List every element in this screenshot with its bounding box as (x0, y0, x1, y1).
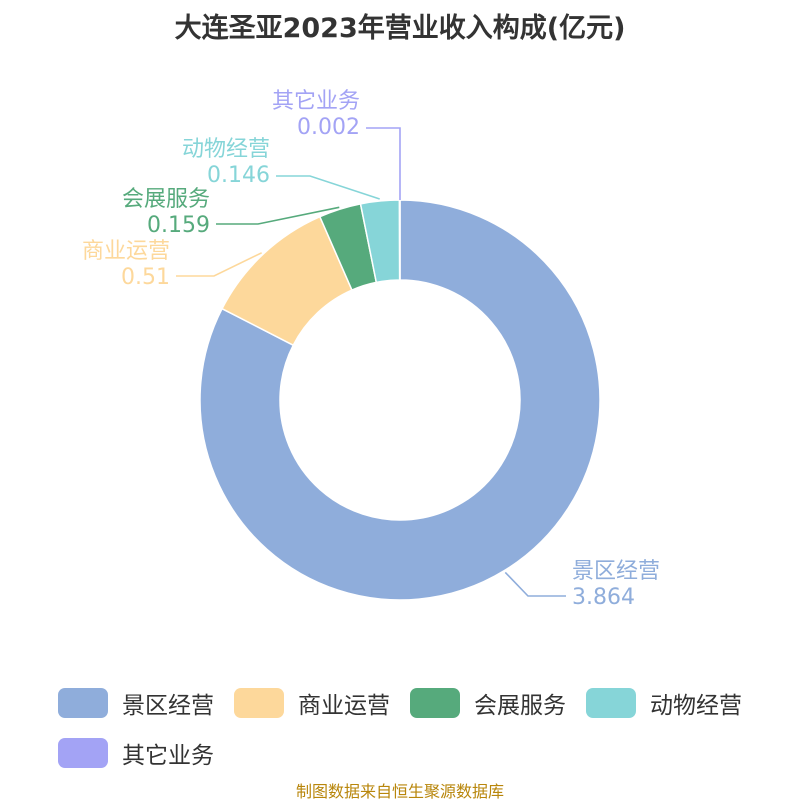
leader-line-dongwu (276, 175, 380, 200)
donut-slices (199, 199, 601, 601)
leader-line-jingqu (504, 571, 566, 597)
label-name-dongwu: 动物经营 (182, 137, 270, 162)
source-note: 制图数据来自恒生聚源数据库 (295, 782, 504, 801)
chart-title: 大连圣亚2023年营业收入构成(亿元) (174, 13, 626, 44)
label-value-qita: 0.002 (297, 115, 360, 140)
legend-label: 会展服务 (474, 693, 566, 719)
legend-swatch (58, 688, 108, 718)
leader-line-qita (366, 127, 401, 200)
legend-item[interactable]: 商业运营 (234, 686, 390, 720)
label-value-dongwu: 0.146 (207, 163, 270, 188)
legend-item[interactable]: 会展服务 (410, 686, 566, 720)
legend-item[interactable]: 景区经营 (58, 686, 214, 720)
label-value-huizhan: 0.159 (147, 213, 210, 238)
legend-label: 商业运营 (298, 693, 390, 719)
label-name-jingqu: 景区经营 (572, 559, 660, 584)
label-value-jingqu: 3.864 (572, 585, 635, 610)
leader-line-huizhan (216, 206, 340, 225)
legend-label: 动物经营 (650, 693, 742, 719)
leader-line-shangye (176, 252, 263, 277)
legend-label: 景区经营 (122, 693, 214, 719)
legend-item[interactable]: 动物经营 (586, 686, 742, 720)
slice-jingqu[interactable] (199, 199, 601, 601)
legend-swatch (586, 688, 636, 718)
label-name-qita: 其它业务 (272, 89, 360, 114)
legend-item[interactable]: 其它业务 (58, 736, 214, 770)
legend-swatch (234, 688, 284, 718)
label-name-shangye: 商业运营 (82, 239, 170, 264)
legend-swatch (410, 688, 460, 718)
label-name-huizhan: 会展服务 (122, 187, 210, 212)
legend-label: 其它业务 (122, 743, 214, 769)
legend-swatch (58, 738, 108, 768)
leader-lines (176, 127, 566, 597)
label-value-shangye: 0.51 (121, 265, 170, 290)
slice-qita[interactable] (398, 199, 401, 281)
